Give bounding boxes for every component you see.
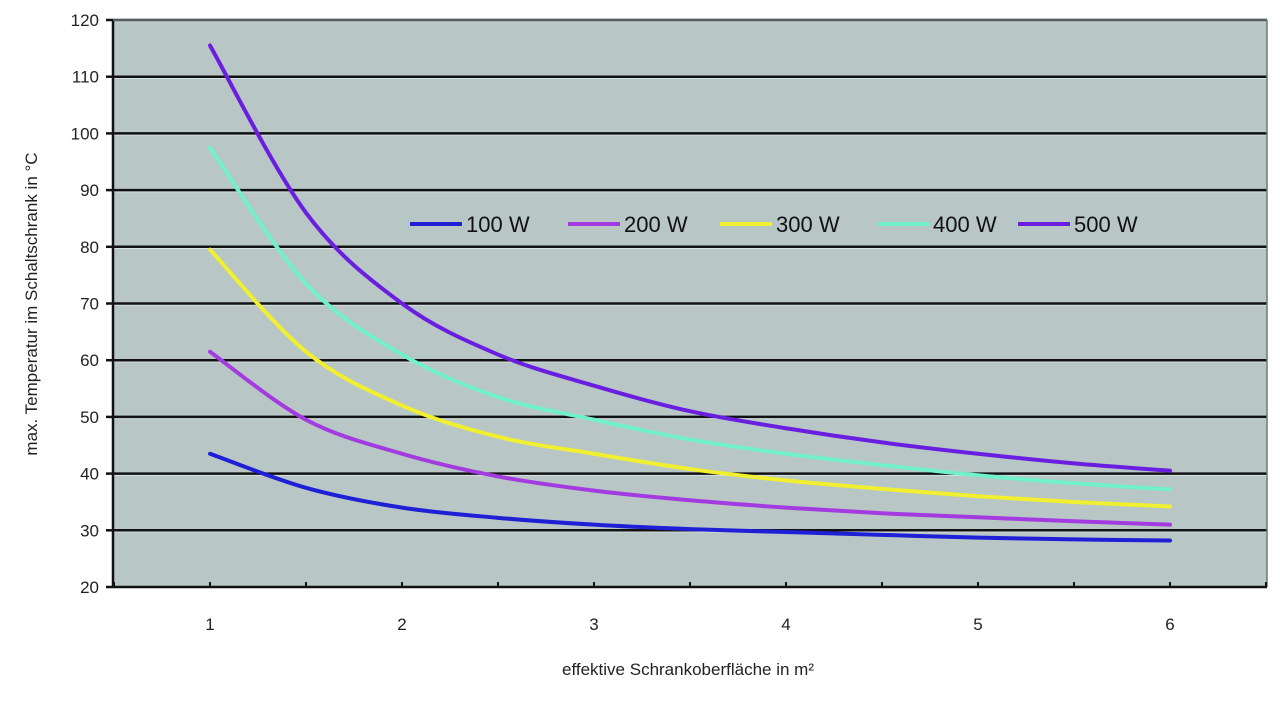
x-axis-ticks: 1 2 3 4 5 6: [113, 582, 1267, 634]
y-tick-label: 80: [80, 238, 99, 257]
y-tick-label: 90: [80, 181, 99, 200]
y-tick-label: 20: [80, 578, 99, 597]
y-tick-label: 110: [72, 68, 99, 87]
y-tick-label: 60: [80, 351, 99, 370]
y-tick-label: 100: [71, 124, 99, 143]
legend-label: 100 W: [466, 212, 530, 237]
y-tick-label: 40: [80, 465, 99, 484]
y-tick-label: 30: [80, 521, 99, 540]
x-tick-label: 6: [1165, 615, 1174, 634]
series-line-400w: [208, 145, 1172, 492]
legend-label: 300 W: [776, 212, 840, 237]
x-tick-label: 1: [205, 615, 214, 634]
x-axis-title: effektive Schrankoberfläche in m²: [562, 660, 814, 679]
x-tick-label: 4: [781, 615, 790, 634]
legend-label: 200 W: [624, 212, 688, 237]
x-tick-label: 5: [973, 615, 982, 634]
series-line-300w: [208, 247, 1172, 509]
y-axis-title: max. Temperatur im Schaltschrank in °C: [22, 152, 41, 455]
x-tick-label: 3: [589, 615, 598, 634]
legend: 100 W 200 W 300 W 400 W 500 W: [410, 212, 1138, 237]
series-group: [208, 43, 1172, 543]
y-tick-label: 120: [71, 11, 99, 30]
legend-label: 500 W: [1074, 212, 1138, 237]
x-tick-label: 2: [397, 615, 406, 634]
y-tick-label: 70: [80, 295, 99, 314]
series-line-500w: [208, 43, 1172, 473]
y-tick-label: 50: [80, 408, 99, 427]
legend-label: 400 W: [933, 212, 997, 237]
y-axis-ticks: 20 30 40 50 60 70 80 90 100 110 120: [71, 11, 113, 597]
